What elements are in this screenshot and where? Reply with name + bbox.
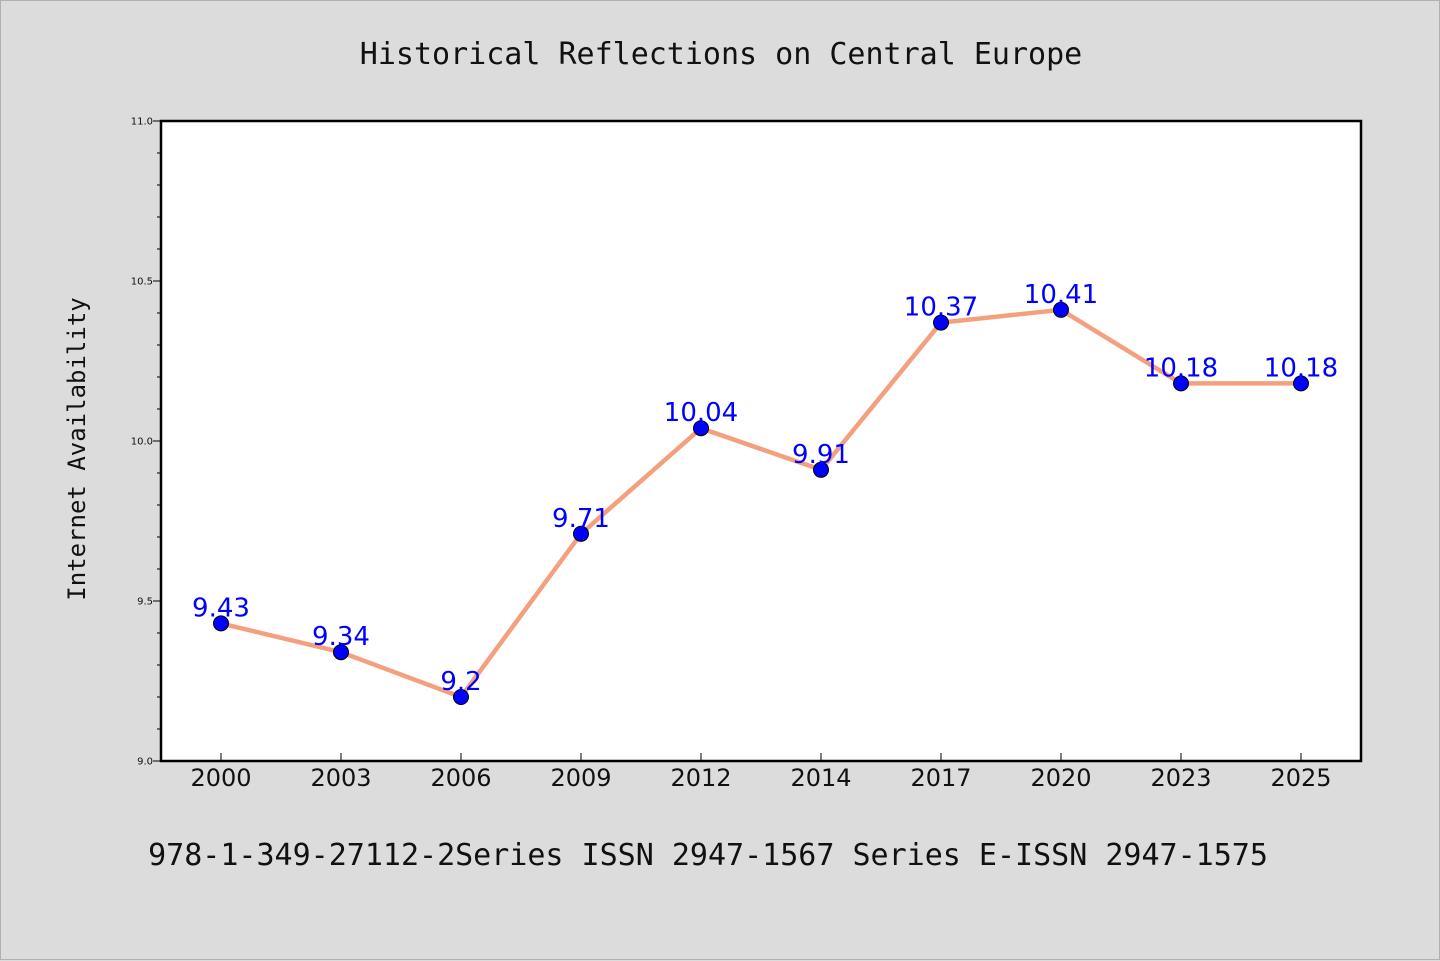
- data-label: 10.04: [664, 398, 738, 428]
- data-point-marker: [453, 689, 469, 705]
- data-label: 10.37: [904, 293, 978, 323]
- x-tick-label: 2006: [430, 764, 491, 792]
- series-line-layer: [213, 301, 1309, 705]
- x-tick-label: 2009: [550, 764, 611, 792]
- y-axis-label: Internet Availability: [63, 297, 91, 600]
- plot-area: [159, 119, 1363, 763]
- data-point-marker: [333, 644, 349, 661]
- data-label: 9.71: [552, 504, 610, 534]
- y-tick-label: 9.0: [137, 757, 153, 768]
- x-tick-label: 2020: [1030, 764, 1091, 792]
- data-label: 10.18: [1144, 353, 1218, 383]
- data-point-marker: [693, 420, 709, 437]
- data-label: 10.18: [1264, 353, 1338, 383]
- y-tick-label: 11.0: [131, 117, 153, 128]
- data-label: 9.91: [792, 440, 850, 470]
- x-tick-label: 2017: [910, 764, 971, 792]
- data-point-marker: [1293, 375, 1309, 392]
- series-line: [218, 307, 1304, 700]
- data-point-marker: [933, 314, 949, 331]
- y-tick-label: 10.5: [131, 277, 153, 288]
- data-point-marker: [813, 461, 829, 478]
- data-point-marker: [573, 525, 589, 542]
- data-point-marker: [213, 615, 229, 632]
- data-label: 9.34: [312, 622, 370, 652]
- data-label: 10.41: [1024, 280, 1098, 310]
- data-labels: 9.43 9.34 9.2 9.71 10.04 9.91 10.37 10.41 10.18 1…: [192, 280, 1338, 697]
- y-tick-label: 9.5: [137, 597, 153, 608]
- data-label: 9.2: [440, 667, 481, 697]
- footer-isbn-text: 978-1-349-27112-2Series ISSN 2947-1567 S…: [148, 838, 1268, 873]
- x-tick-label: 2025: [1270, 764, 1331, 792]
- chart-title: Historical Reflections on Central Europe: [360, 37, 1082, 72]
- data-point-marker: [1173, 375, 1189, 392]
- x-tick-label: 2012: [670, 764, 731, 792]
- x-tick-label: 2000: [190, 764, 251, 792]
- data-point-marker: [1053, 301, 1069, 318]
- x-tick-label: 2023: [1150, 764, 1211, 792]
- x-tick-label: 2003: [310, 764, 371, 792]
- y-tick-label: 10.0: [131, 437, 153, 448]
- data-label: 9.43: [192, 593, 250, 623]
- x-tick-label: 2014: [790, 764, 851, 792]
- axis-ticks: 9.0 9.5 10.0 10.5 11.0 2000 2003 2006 2009 2012 20…: [131, 117, 1332, 793]
